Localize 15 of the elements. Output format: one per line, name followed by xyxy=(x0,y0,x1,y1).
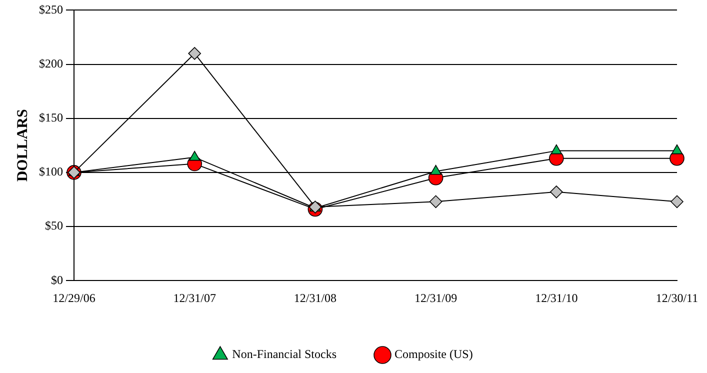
x-tick-label: 12/31/09 xyxy=(414,290,458,305)
x-tick-label: 12/31/07 xyxy=(173,290,216,305)
y-tick-label: $200 xyxy=(39,56,63,70)
y-tick-label: $150 xyxy=(39,110,63,125)
x-tick-label: 12/29/06 xyxy=(52,290,96,305)
y-tick-label: $0 xyxy=(51,272,63,287)
legend-label: Non-Financial Stocks xyxy=(232,347,337,362)
y-tick-label: $250 xyxy=(39,2,63,16)
y-axis-title: DOLLARS xyxy=(14,109,31,182)
x-tick-label: 12/30/11 xyxy=(656,290,698,305)
legend-label: Composite (US) xyxy=(394,347,473,362)
y-tick-label: $50 xyxy=(45,218,63,233)
x-tick-label: 12/31/10 xyxy=(535,290,578,305)
x-tick-label: 12/31/08 xyxy=(294,290,337,305)
y-tick-label: $100 xyxy=(39,164,63,179)
